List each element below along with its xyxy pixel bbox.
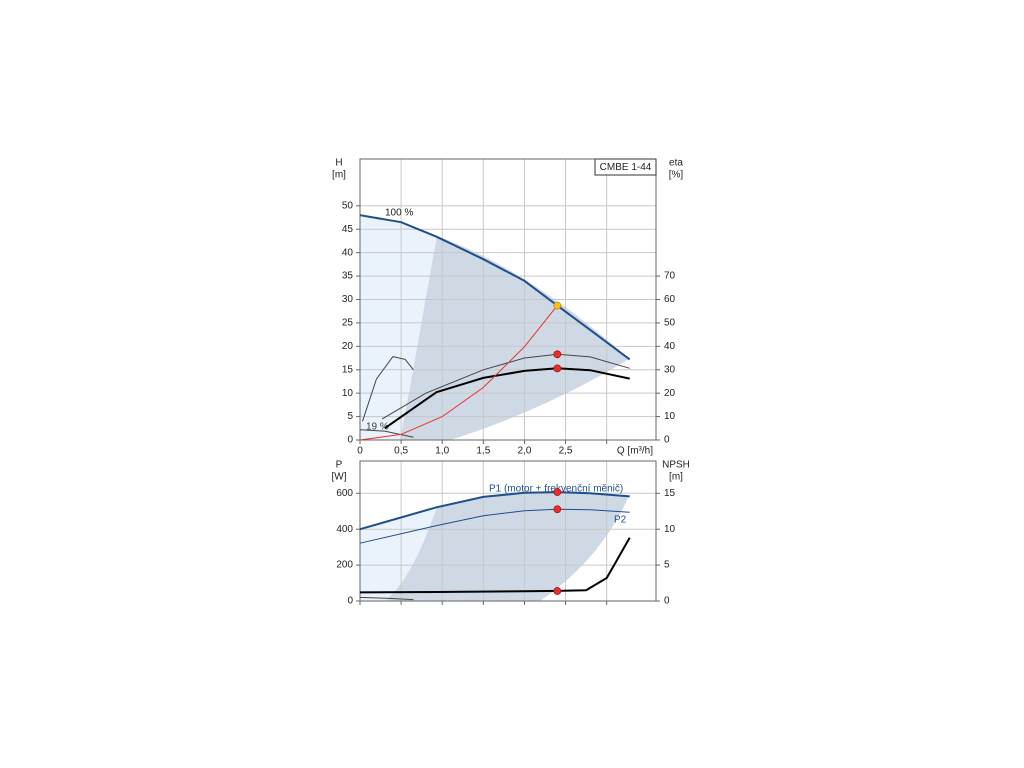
y-tick-label: 50 xyxy=(342,200,354,211)
x-tick-label: 1,5 xyxy=(476,446,490,457)
curve xyxy=(359,429,414,438)
shaded-areas xyxy=(360,214,629,601)
curve xyxy=(362,356,414,422)
y-tick-label: 30 xyxy=(342,294,354,305)
y-tick-label: 40 xyxy=(342,247,354,258)
curve xyxy=(359,214,631,361)
x-tick-label: 2,0 xyxy=(517,446,531,457)
y2-tick-label: 5 xyxy=(664,560,670,571)
y2-tick-label: 0 xyxy=(664,435,670,446)
y-axis-label: H xyxy=(335,158,342,169)
y-tick-label: 15 xyxy=(342,364,354,375)
y-axis-unit: [m] xyxy=(332,170,346,181)
duty-point xyxy=(553,505,562,514)
y-tick-label: 200 xyxy=(336,560,353,571)
y-axis-label: P xyxy=(336,460,343,471)
curve xyxy=(384,367,630,430)
y-tick-label: 0 xyxy=(347,435,353,446)
title-box xyxy=(594,158,657,176)
plot-frame xyxy=(359,460,657,602)
y-tick-label: 600 xyxy=(336,488,353,499)
light-area xyxy=(360,507,437,601)
operating-area xyxy=(400,236,629,440)
x-tick-label: 2,5 xyxy=(559,446,573,457)
y2-tick-label: 60 xyxy=(664,294,676,305)
y-tick-label: 10 xyxy=(342,388,354,399)
y-tick-label: 0 xyxy=(347,596,353,607)
series-label: P2 xyxy=(614,515,627,526)
curve xyxy=(359,305,558,441)
y2-tick-label: 10 xyxy=(664,524,676,535)
chart-title: CMBE 1-44 xyxy=(600,162,652,173)
y-tick-label: 45 xyxy=(342,224,354,235)
x-tick-label: 0 xyxy=(357,446,363,457)
duty-point xyxy=(553,488,562,496)
y-tick-label: 25 xyxy=(342,318,354,329)
y-tick-label: 20 xyxy=(342,341,354,352)
x-tick-label: 0,5 xyxy=(394,446,408,457)
duty-point xyxy=(553,364,562,373)
y2-axis-label: eta xyxy=(669,158,683,169)
curve xyxy=(359,491,630,531)
x-tick-label: 1,0 xyxy=(435,446,449,457)
y2-tick-label: 20 xyxy=(664,388,676,399)
operating-area xyxy=(385,492,629,601)
series-label: 100 % xyxy=(385,208,413,219)
curve xyxy=(359,508,630,544)
plot-frame xyxy=(359,158,657,441)
x-axis-label: Q [m³/h] xyxy=(617,446,653,457)
curve xyxy=(381,353,630,420)
y2-tick-label: 0 xyxy=(664,596,670,607)
y2-tick-label: 15 xyxy=(664,488,676,499)
y-axis-unit: [W] xyxy=(332,472,347,483)
duty-point xyxy=(553,301,562,310)
y-tick-label: 5 xyxy=(347,411,353,422)
y2-tick-label: 30 xyxy=(664,364,676,375)
y2-tick-label: 70 xyxy=(664,271,676,282)
y2-tick-label: 10 xyxy=(664,411,676,422)
y2-tick-label: 50 xyxy=(664,318,676,329)
series-label: 19 % xyxy=(366,422,389,433)
duty-point xyxy=(553,350,562,359)
y2-tick-label: 40 xyxy=(664,341,676,352)
y2-axis-unit: [m] xyxy=(669,472,683,483)
duty-point xyxy=(553,587,562,595)
curve xyxy=(359,596,414,601)
light-area xyxy=(360,214,437,440)
y2-axis-unit: [%] xyxy=(669,170,684,181)
y-tick-label: 400 xyxy=(336,524,353,535)
y-tick-label: 35 xyxy=(342,271,354,282)
y2-axis-label: NPSH xyxy=(662,460,690,471)
